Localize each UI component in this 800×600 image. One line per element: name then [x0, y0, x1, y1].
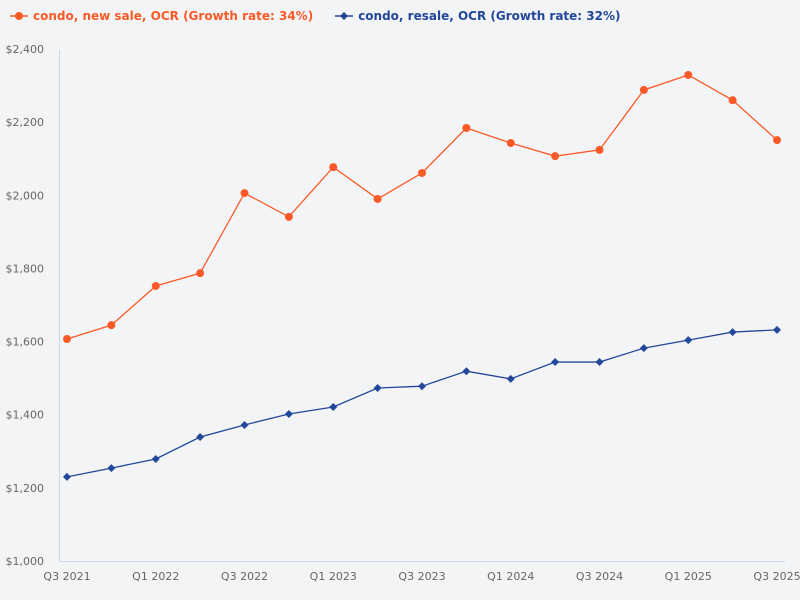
diamond-data-point[interactable] [418, 382, 426, 391]
diamond-data-point[interactable] [63, 472, 71, 481]
diamond-data-point[interactable] [551, 358, 560, 367]
diamond-data-point[interactable] [773, 325, 781, 334]
series-line-1 [66, 329, 778, 478]
x-tick-label: Q1 2023 [310, 570, 357, 583]
y-tick-label: $1,200 [6, 482, 45, 495]
legend-item-resale[interactable]: condo, resale, OCR (Growth rate: 32%) [335, 9, 620, 23]
circle-data-point[interactable] [551, 152, 560, 161]
diamond-data-point[interactable] [284, 409, 293, 418]
x-tick-label: Q3 2023 [398, 570, 445, 583]
x-axis-ticks: Q3 2021 Q1 2022 Q3 2022 Q1 2023 Q3 2023 Q1 20… [43, 570, 800, 583]
diamond-data-point[interactable] [684, 336, 693, 345]
x-tick-label: Q1 2022 [132, 570, 179, 583]
circle-data-point[interactable] [684, 70, 693, 79]
circle-data-point[interactable] [329, 163, 338, 172]
y-tick-label: $2,400 [6, 43, 45, 56]
legend-label-new-sale: condo, new sale, OCR (Growth rate: 34%) [33, 9, 314, 23]
circle-data-point[interactable] [240, 189, 249, 198]
x-tick-label: Q3 2021 [43, 570, 90, 583]
circle-data-point[interactable] [639, 85, 648, 94]
circle-data-point[interactable] [595, 145, 604, 154]
diamond-data-point[interactable] [373, 384, 382, 393]
legend-label-resale: condo, resale, OCR (Growth rate: 32%) [358, 9, 621, 23]
circle-data-point[interactable] [728, 96, 737, 105]
diamond-data-point[interactable] [462, 367, 471, 376]
diamond-data-point[interactable] [639, 344, 648, 353]
x-tick-label: Q3 2022 [221, 570, 268, 583]
y-tick-label: $1,400 [6, 409, 45, 422]
y-tick-label: $1,600 [6, 336, 45, 349]
circle-data-point[interactable] [418, 168, 426, 177]
circle-marker-icon [10, 12, 28, 20]
diamond-data-point[interactable] [240, 420, 249, 429]
y-tick-label: $2,000 [6, 189, 45, 202]
series-line-0 [66, 74, 778, 340]
x-tick-label: Q3 2025 [753, 570, 800, 583]
x-tick-label: Q1 2024 [487, 570, 534, 583]
y-tick-label: $1,800 [6, 262, 45, 275]
circle-data-point[interactable] [196, 269, 205, 278]
diamond-data-point[interactable] [196, 433, 205, 442]
x-tick-label: Q1 2025 [665, 570, 712, 583]
diamond-data-point[interactable] [151, 454, 160, 463]
diamond-data-point[interactable] [595, 358, 604, 367]
diamond-data-point[interactable] [728, 328, 737, 337]
circle-data-point[interactable] [284, 212, 293, 221]
x-tick-label: Q3 2024 [576, 570, 623, 583]
diamond-marker-icon [335, 12, 354, 20]
circle-data-point[interactable] [63, 335, 71, 344]
chart-legend: condo, new sale, OCR (Growth rate: 34%) … [10, 9, 620, 23]
y-tick-label: $1,000 [6, 555, 45, 568]
legend-item-new-sale[interactable]: condo, new sale, OCR (Growth rate: 34%) [10, 9, 313, 23]
circle-data-point[interactable] [151, 281, 160, 290]
circle-data-point[interactable] [506, 138, 515, 147]
circle-data-point[interactable] [107, 321, 116, 330]
diamond-data-point[interactable] [329, 403, 338, 412]
diamond-data-point[interactable] [107, 464, 116, 473]
y-axis-ticks: $1,000 $1,200 $1,400 $1,600 $1,800 $2,000 $2,2… [6, 43, 45, 568]
circle-data-point[interactable] [462, 123, 471, 132]
diamond-data-point[interactable] [506, 374, 515, 383]
y-tick-label: $2,200 [6, 116, 45, 129]
series-group [63, 70, 781, 481]
circle-data-point[interactable] [773, 136, 781, 145]
circle-data-point[interactable] [373, 194, 382, 203]
